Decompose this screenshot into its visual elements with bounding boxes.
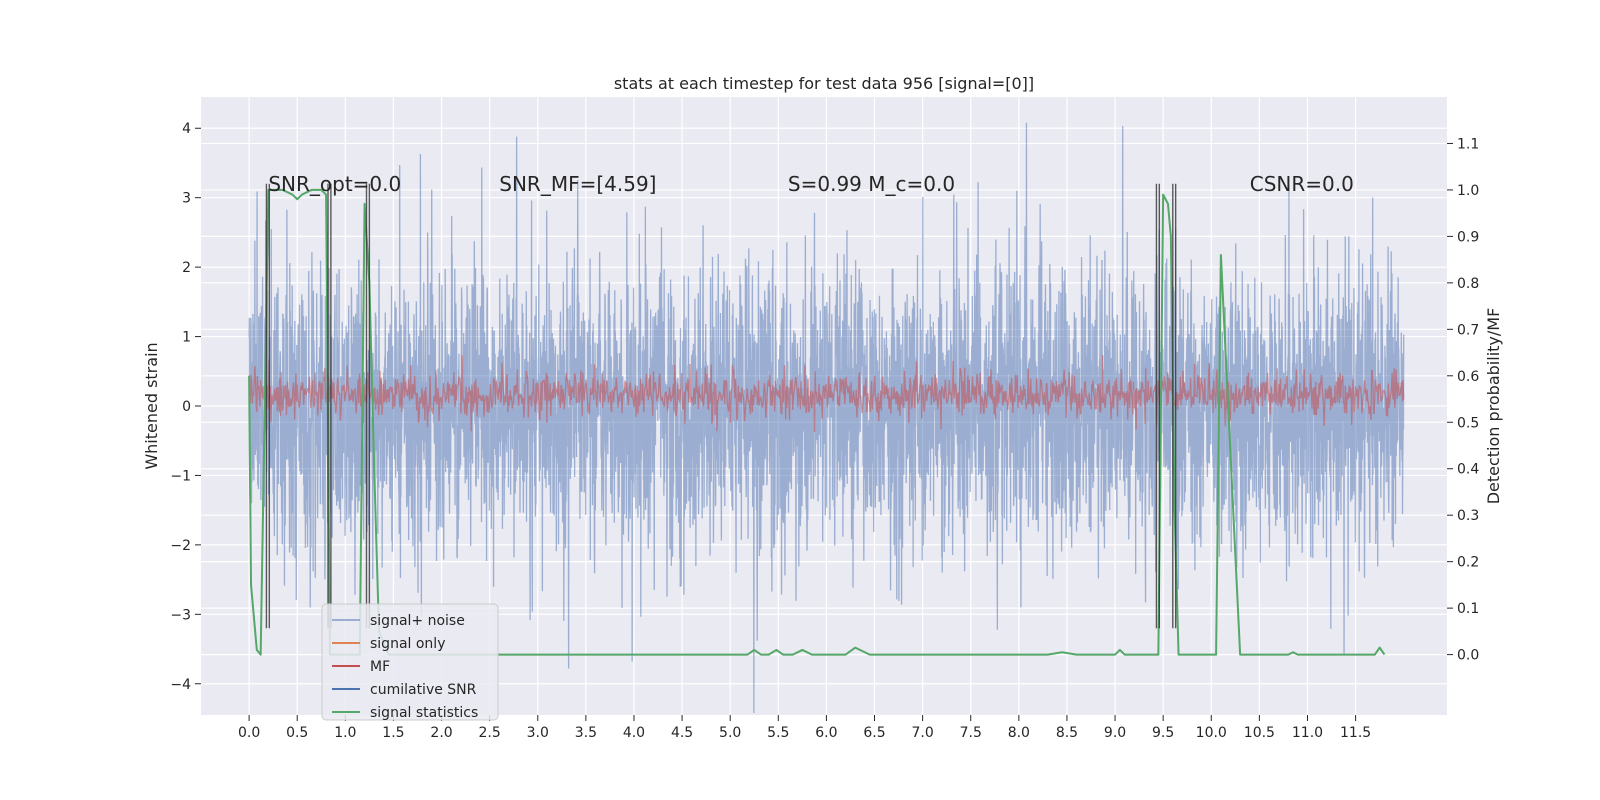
y-axis-ticks: −4 −3 −2 −1 0 1 2 3 4 xyxy=(170,121,201,693)
y-tick-label: 2 xyxy=(182,260,191,276)
y2-tick-label: 0.0 xyxy=(1457,648,1479,664)
annotation-text: SNR_opt=0.0 xyxy=(268,172,401,196)
x-tick-label: 5.0 xyxy=(719,725,741,741)
series-signal-noise xyxy=(248,122,1405,714)
chart-title: stats at each timestep for test data 956… xyxy=(614,74,1034,93)
annotation-text: CSNR=0.0 xyxy=(1250,172,1354,196)
legend-box xyxy=(321,603,499,721)
legend: signal+ noise signal only MF cumilative SNR… xyxy=(321,603,499,721)
y2-tick-label: 0.7 xyxy=(1457,322,1479,338)
y-axis-label: Whitened strain xyxy=(142,342,161,469)
x-tick-label: 10.5 xyxy=(1244,725,1275,741)
y2-tick-label: 0.8 xyxy=(1457,276,1479,292)
x-tick-label: 11.0 xyxy=(1292,725,1323,741)
x-tick-label: 2.0 xyxy=(430,725,452,741)
legend-label: MF xyxy=(370,659,390,675)
y2-tick-label: 0.9 xyxy=(1457,229,1479,245)
y2-tick-label: 1.1 xyxy=(1457,136,1479,152)
y-tick-label: −2 xyxy=(170,538,191,554)
y2-tick-label: 0.5 xyxy=(1457,415,1479,431)
y2-tick-label: 1.0 xyxy=(1457,183,1479,199)
x-tick-label: 7.0 xyxy=(911,725,933,741)
x-tick-label: 9.0 xyxy=(1104,725,1126,741)
x-tick-label: 8.0 xyxy=(1008,725,1030,741)
x-tick-label: 2.5 xyxy=(479,725,501,741)
y-tick-label: −4 xyxy=(170,677,191,693)
y2-axis-ticks: 0.0 0.1 0.2 0.3 0.4 0.5 0.6 0.7 0.8 0.9 1.0 1.1 xyxy=(1447,136,1479,664)
x-tick-label: 5.5 xyxy=(767,725,789,741)
y-tick-label: 0 xyxy=(182,399,191,415)
legend-label: signal+ noise xyxy=(370,613,465,629)
series-signal-statistics xyxy=(248,188,1386,656)
series-mf xyxy=(248,355,1405,433)
y2-tick-label: 0.1 xyxy=(1457,601,1479,617)
x-tick-label: 3.5 xyxy=(575,725,597,741)
y-tick-label: 1 xyxy=(182,330,191,346)
y2-tick-label: 0.2 xyxy=(1457,555,1479,571)
legend-label: signal only xyxy=(370,636,445,652)
x-tick-label: 8.5 xyxy=(1056,725,1078,741)
x-tick-label: 1.0 xyxy=(334,725,356,741)
x-tick-label: 10.0 xyxy=(1196,725,1227,741)
x-tick-label: 0.0 xyxy=(238,725,260,741)
x-tick-label: 3.0 xyxy=(527,725,549,741)
x-tick-label: 11.5 xyxy=(1340,725,1371,741)
y2-tick-label: 0.3 xyxy=(1457,508,1479,524)
y-tick-label: −3 xyxy=(170,607,191,623)
x-tick-label: 6.0 xyxy=(815,725,837,741)
x-tick-label: 9.5 xyxy=(1152,725,1174,741)
x-axis-ticks: 0.0 0.5 1.0 1.5 2.0 2.5 3.0 3.5 4.0 4.5 5.0 5.5 6.0 6… xyxy=(238,715,1371,741)
x-tick-label: 1.5 xyxy=(382,725,404,741)
data-layer xyxy=(248,122,1405,714)
y2-axis-label: Detection probability/MF xyxy=(1484,308,1503,505)
y-tick-label: 3 xyxy=(182,191,191,207)
x-tick-label: 6.5 xyxy=(863,725,885,741)
x-tick-label: 0.5 xyxy=(286,725,308,741)
annotation-text: SNR_MF=[4.59] xyxy=(499,172,656,196)
x-tick-label: 4.0 xyxy=(623,725,645,741)
annotation-text: S=0.99 M_c=0.0 xyxy=(788,172,955,196)
legend-label: signal statistics xyxy=(370,705,478,721)
y-tick-label: −1 xyxy=(170,468,191,484)
y-tick-label: 4 xyxy=(182,121,191,137)
annotations: SNR_opt=0.0 SNR_MF=[4.59] S=0.99 M_c=0.0 CS… xyxy=(268,172,1353,196)
x-tick-label: 7.5 xyxy=(960,725,982,741)
legend-label: cumilative SNR xyxy=(370,682,477,698)
y2-tick-label: 0.6 xyxy=(1457,369,1479,385)
y2-tick-label: 0.4 xyxy=(1457,462,1479,478)
x-tick-label: 4.5 xyxy=(671,725,693,741)
series-group xyxy=(248,122,1405,714)
